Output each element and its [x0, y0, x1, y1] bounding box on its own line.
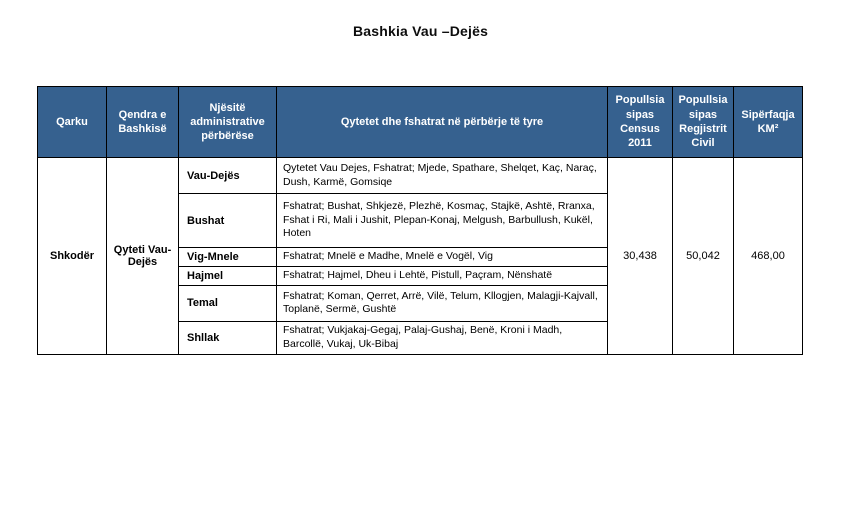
- unit-cell-bushat: Bushat: [178, 193, 277, 248]
- qendra-cell: Qyteti Vau-Dejës: [106, 157, 179, 355]
- qarku-cell: Shkodër: [37, 157, 107, 355]
- table-row: Vig-Mnele Fshatrat; Mnelë e Madhe, Mnelë…: [38, 247, 803, 267]
- census-2011-cell: 30,438: [607, 157, 673, 355]
- table-header-row: Qarku Qendra e Bashkisë Njësitë administ…: [37, 86, 803, 158]
- municipality-table: Qarku Qendra e Bashkisë Njësitë administ…: [37, 86, 803, 355]
- settlements-cell: Fshatrat; Mnelë e Madhe, Mnelë e Vogël, …: [276, 247, 608, 267]
- header-qendra-e-bashkise: Qendra e Bashkisë: [106, 86, 179, 158]
- unit-cell-vau-dejes: Vau-Dejës: [178, 157, 277, 194]
- unit-cell-vig-mnele: Vig-Mnele: [178, 247, 277, 267]
- page-title: Bashkia Vau –Dejës: [352, 23, 489, 39]
- unit-cell-temal: Temal: [178, 284, 277, 322]
- siperfaqja-cell: 468,00: [733, 157, 803, 355]
- settlements-cell: Fshatrat; Vukjakaj-Gegaj, Palaj-Gushaj, …: [276, 320, 608, 355]
- header-njesite-administrative: Njësitë administrative përbërëse: [178, 86, 277, 158]
- settlements-cell: Fshatrat; Koman, Qerret, Arrë, Vilë, Tel…: [276, 284, 608, 322]
- table-row: Shkodër Qyteti Vau-Dejës Vau-Dejës Qytet…: [37, 157, 803, 355]
- header-popullsia-regjistrit-civil: Popullsia sipas Regjistrit Civil: [672, 86, 734, 158]
- unit-cell-shllak: Shllak: [178, 320, 277, 355]
- regjistri-civil-cell: 50,042: [672, 157, 734, 355]
- settlements-cell: Fshatrat; Bushat, Shkjezë, Plezhë, Kosma…: [276, 193, 608, 248]
- settlements-cell: Fshatrat; Hajmel, Dheu i Lehtë, Pistull,…: [276, 266, 608, 286]
- header-siperfaqja-km2: Sipërfaqja KM²: [733, 86, 803, 158]
- settlements-cell: Qytetet Vau Dejes, Fshatrat; Mjede, Spat…: [276, 157, 608, 194]
- unit-cell-hajmel: Hajmel: [178, 266, 277, 286]
- table-row: Bushat Fshatrat; Bushat, Shkjezë, Plezhë…: [38, 193, 803, 248]
- header-qarku: Qarku: [37, 86, 107, 158]
- table-row: Shllak Fshatrat; Vukjakaj-Gegaj, Palaj-G…: [38, 320, 803, 355]
- header-popullsia-census-2011: Popullsia sipas Census 2011: [607, 86, 673, 158]
- header-qytetet-dhe-fshatrat: Qytetet dhe fshatrat në përbërje të tyre: [276, 86, 608, 158]
